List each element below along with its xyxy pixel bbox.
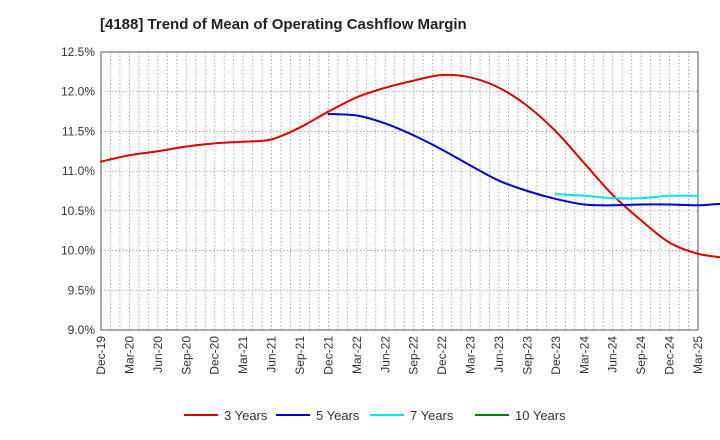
y-tick-label: 9.0%: [68, 323, 96, 337]
y-tick-label: 12.5%: [61, 45, 95, 59]
x-tick-label: Mar-23: [464, 336, 478, 374]
x-tick-label: Dec-24: [663, 336, 677, 375]
x-tick-label: Sep-22: [407, 336, 421, 375]
legend-label-7-years: 7 Years: [410, 408, 454, 423]
y-tick-label: 9.5%: [68, 283, 96, 297]
legend-label-3-years: 3 Years: [224, 408, 268, 423]
y-tick-label: 11.5%: [62, 124, 95, 138]
x-tick-label: Sep-23: [520, 336, 534, 375]
x-tick-label: Dec-23: [549, 336, 563, 375]
x-tick-label: Jun-23: [492, 336, 506, 373]
x-tick-label: Mar-21: [236, 336, 250, 374]
y-tick-label: 11.0%: [62, 164, 95, 178]
x-tick-label: Mar-20: [122, 336, 136, 374]
x-axis: Dec-19 Mar-20 Jun-20 Sep-20 Dec-20 Mar-21 Jun-…: [94, 336, 705, 375]
plot-frame: [100, 51, 699, 331]
x-tick-label: Jun-22: [378, 336, 392, 373]
x-tick-label: Mar-24: [577, 336, 591, 374]
x-tick-label: Mar-22: [350, 336, 364, 374]
y-tick-label: 10.0%: [61, 244, 95, 258]
series-lines: [100, 73, 720, 259]
x-tick-label: Dec-19: [94, 336, 108, 375]
x-tick-label: Sep-24: [634, 336, 648, 375]
series-line-3-years: [100, 73, 720, 259]
series-line-5-years: [327, 112, 720, 207]
x-tick-label: Dec-20: [208, 336, 222, 375]
x-tick-label: Jun-21: [265, 336, 279, 373]
legend-label-5-years: 5 Years: [316, 408, 360, 423]
y-tick-label: 10.5%: [61, 204, 95, 218]
chart-title: [4188] Trend of Mean of Operating Cashfl…: [100, 16, 467, 33]
x-tick-label: Jun-20: [151, 336, 165, 373]
x-tick-label: Sep-20: [179, 336, 193, 375]
grid: [101, 52, 698, 330]
y-tick-label: 12.0%: [61, 85, 95, 99]
legend-label-10-years: 10 Years: [515, 408, 566, 423]
x-tick-label: Sep-21: [293, 336, 307, 375]
x-tick-label: Jun-24: [606, 336, 620, 373]
x-tick-label: Mar-25: [691, 336, 705, 374]
x-tick-label: Dec-22: [435, 336, 449, 375]
series-line-7-years: [554, 193, 699, 200]
y-axis: 9.0% 9.5% 10.0% 10.5% 11.0% 11.5% 12.0% 12.5%: [61, 45, 95, 337]
legend: 3 Years 5 Years 7 Years 10 Years: [184, 408, 566, 423]
x-tick-label: Dec-21: [321, 336, 335, 375]
